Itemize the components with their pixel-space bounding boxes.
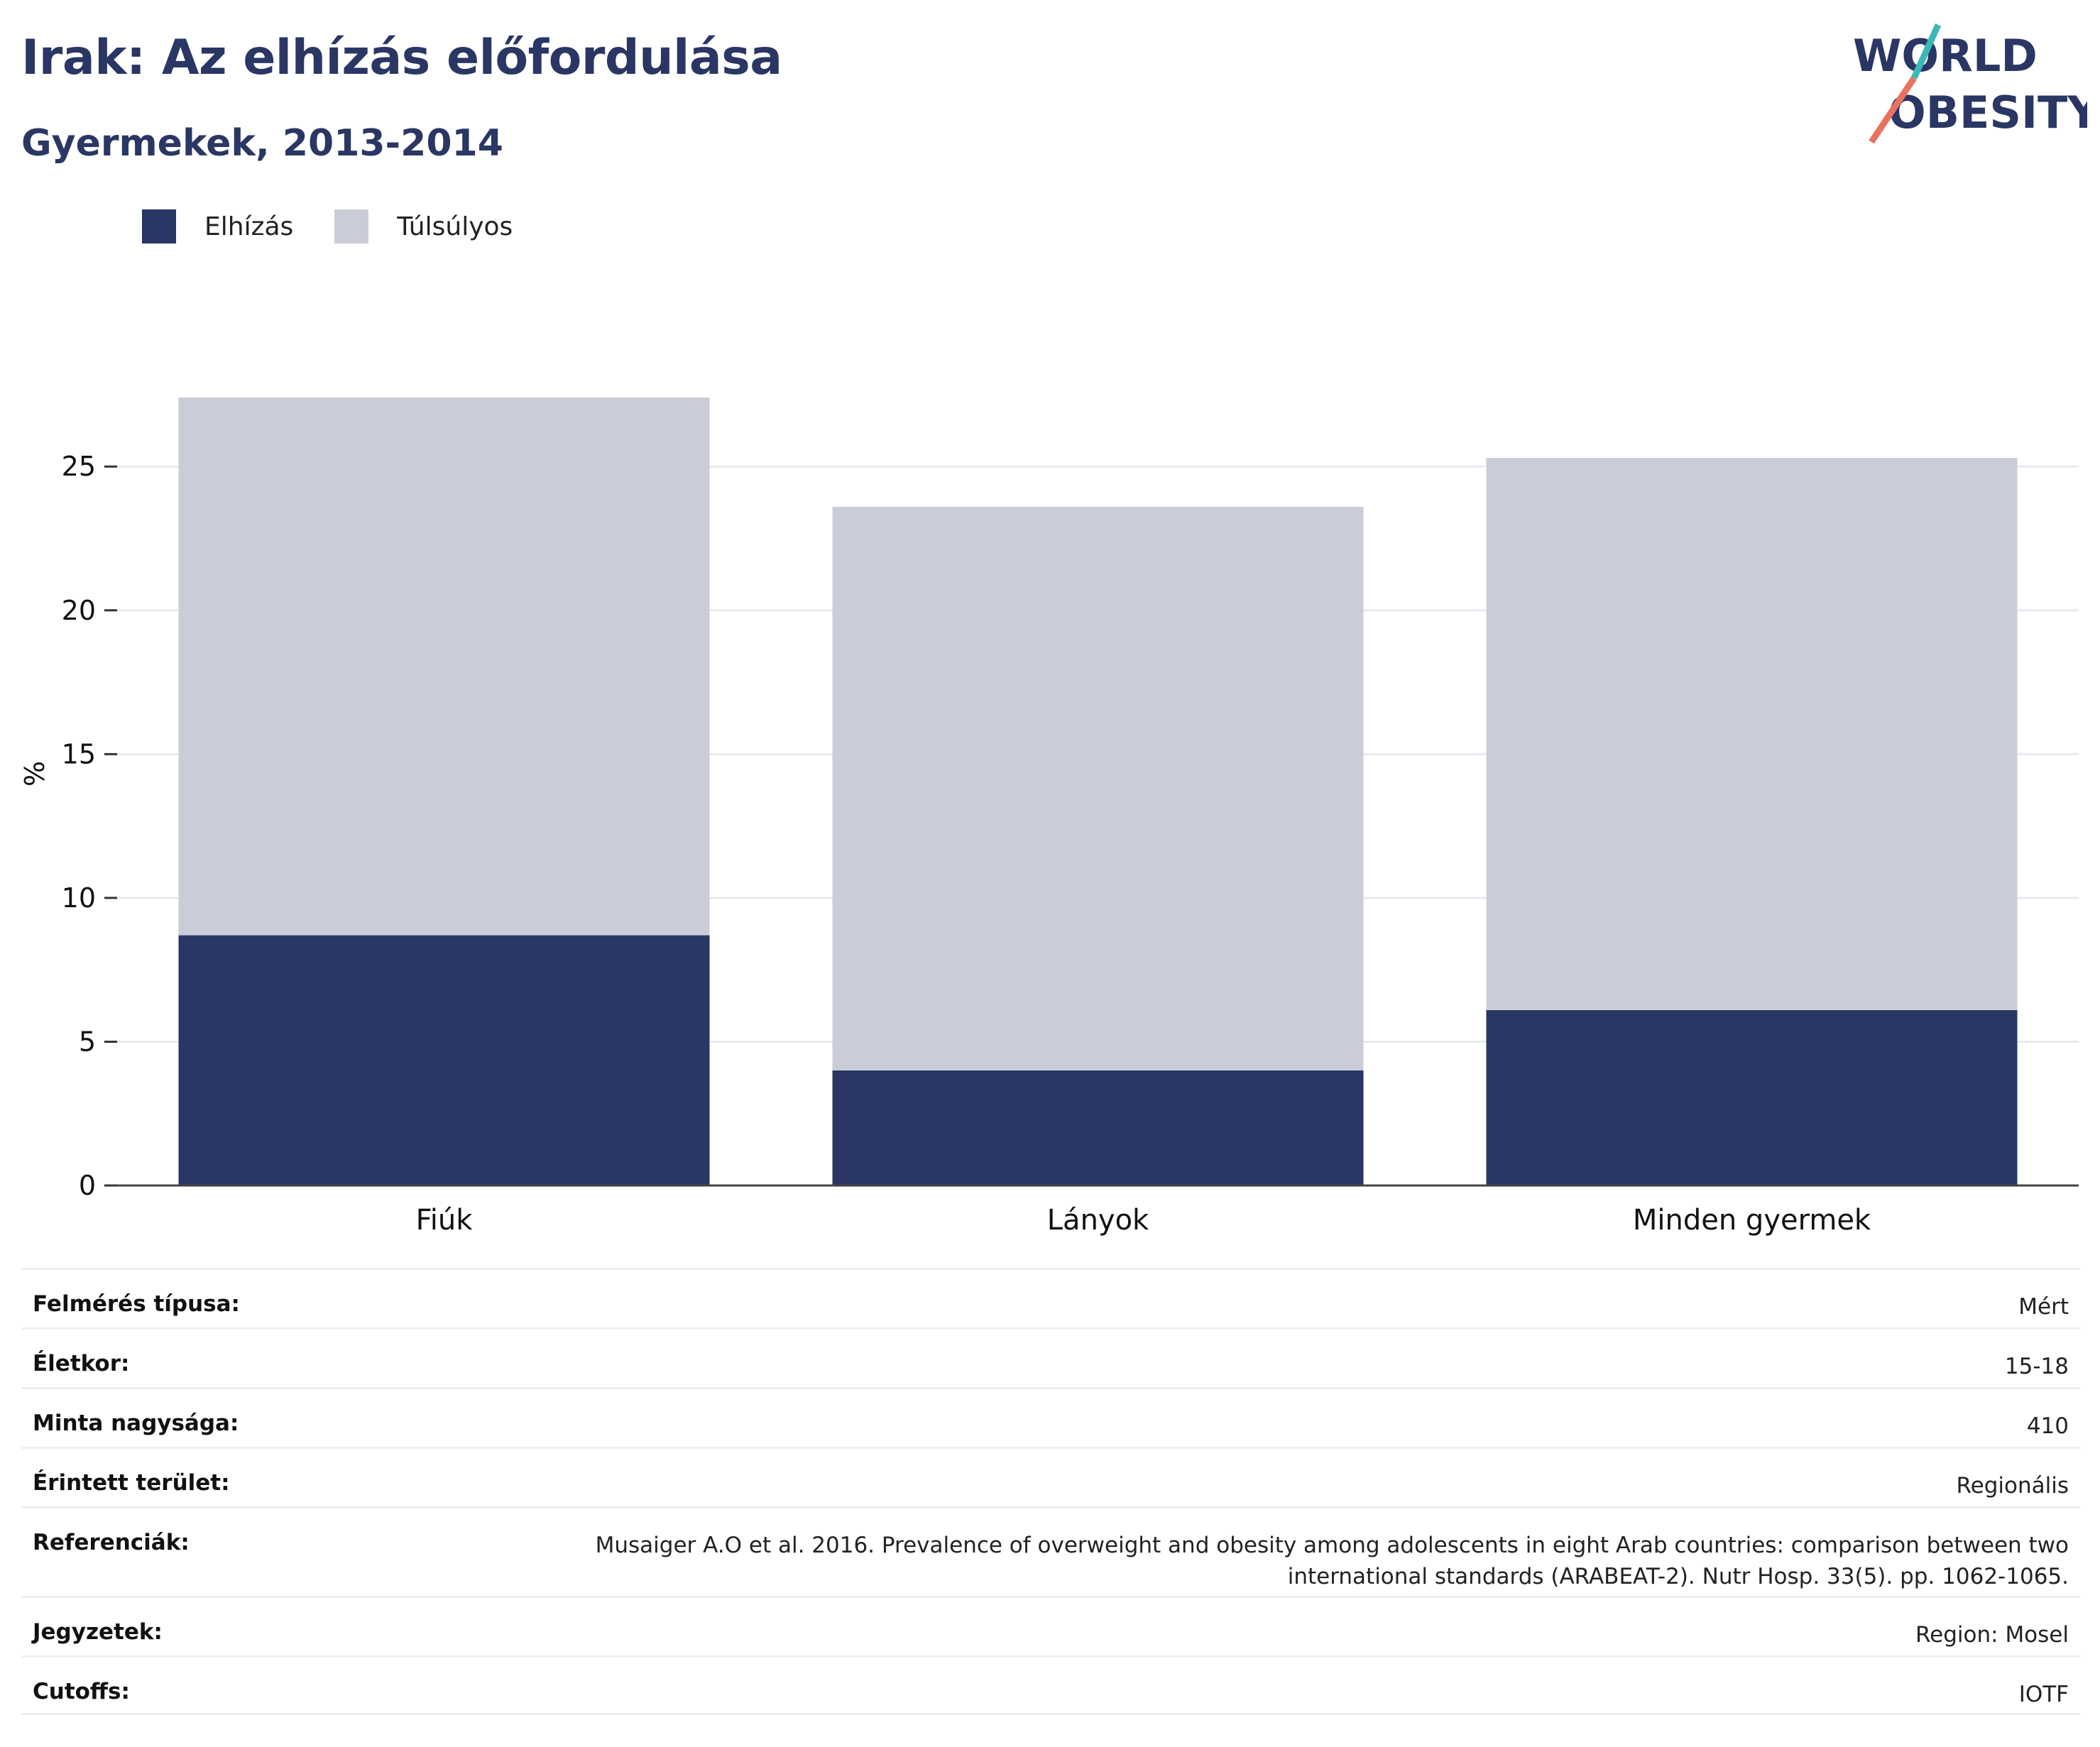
survey-info-table: Felmérés típusa: Mért Életkor: 15-18 Minta n… bbox=[21, 1268, 2080, 1715]
info-value: Mért bbox=[2018, 1294, 2069, 1320]
info-value: Musaiger A.O et al. 2016. Prevalence of … bbox=[595, 1533, 2069, 1589]
legend: Elhízás Túlsúlyos bbox=[142, 209, 554, 243]
logo-word-2: OBESITY bbox=[1888, 87, 2087, 138]
info-value: Regionális bbox=[1956, 1473, 2069, 1499]
info-value: 410 bbox=[2026, 1413, 2069, 1439]
bar-segment-obesity[interactable] bbox=[178, 935, 710, 1185]
info-row: Cutoffs: IOTF bbox=[21, 1655, 2080, 1715]
y-tick-label: 15 bbox=[62, 738, 96, 770]
x-tick-label: Lányok bbox=[1047, 1204, 1149, 1237]
info-value: IOTF bbox=[2018, 1682, 2069, 1707]
info-key: Minta nagysága: bbox=[33, 1411, 239, 1436]
legend-label-overweight: Túlsúlyos bbox=[397, 212, 513, 241]
stacked-bar-chart: 0 5 10 15 20 25 Fiúk Lányok Minden gyermek % bbox=[19, 398, 2079, 1237]
x-tick-label: Fiúk bbox=[416, 1204, 474, 1237]
legend-swatch-overweight bbox=[334, 209, 369, 243]
info-row: Minta nagysága: 410 bbox=[21, 1387, 2080, 1447]
y-tick-label: 0 bbox=[79, 1170, 96, 1201]
info-key: Felmérés típusa: bbox=[33, 1291, 240, 1317]
info-row: Felmérés típusa: Mért bbox=[21, 1268, 2080, 1327]
bar-segment-overweight[interactable] bbox=[178, 398, 710, 936]
info-key: Referenciák: bbox=[33, 1530, 190, 1555]
info-row: Érintett terület: Regionális bbox=[21, 1447, 2080, 1506]
logo-slash-teal-icon bbox=[1910, 23, 1942, 80]
y-axis-label: % bbox=[19, 761, 50, 787]
bar-segment-overweight[interactable] bbox=[832, 506, 1364, 1070]
info-key: Jegyzetek: bbox=[33, 1619, 163, 1645]
y-tick-label: 10 bbox=[62, 882, 96, 914]
bar-segment-overweight[interactable] bbox=[1486, 458, 2018, 1010]
x-tick-label: Minden gyermek bbox=[1633, 1204, 1871, 1237]
info-key: Cutoffs: bbox=[33, 1679, 130, 1704]
info-key: Érintett terület: bbox=[33, 1470, 230, 1496]
y-tick-label: 5 bbox=[79, 1026, 96, 1057]
legend-item-obesity[interactable]: Elhízás bbox=[142, 209, 293, 243]
info-row: Életkor: 15-18 bbox=[21, 1327, 2080, 1387]
info-value: Region: Mosel bbox=[1915, 1622, 2069, 1648]
world-obesity-logo: WORLD OBESITY bbox=[1853, 23, 2087, 144]
page-subtitle: Gyermekek, 2013-2014 bbox=[21, 122, 503, 165]
bar-segment-obesity[interactable] bbox=[832, 1070, 1364, 1185]
bar-segment-obesity[interactable] bbox=[1486, 1009, 2018, 1185]
page-title: Irak: Az elhízás előfordulása bbox=[21, 30, 782, 86]
logo-word-1: WORLD bbox=[1853, 30, 2038, 82]
legend-item-overweight[interactable]: Túlsúlyos bbox=[334, 209, 513, 243]
info-row: Referenciák: Musaiger A.O et al. 2016. Pr… bbox=[21, 1506, 2080, 1596]
y-tick-label: 25 bbox=[62, 451, 96, 482]
legend-swatch-obesity bbox=[142, 209, 176, 243]
info-value: 15-18 bbox=[2004, 1354, 2069, 1379]
info-key: Életkor: bbox=[33, 1351, 130, 1376]
logo-slash-coral-icon bbox=[1869, 76, 1917, 144]
info-row: Jegyzetek: Region: Mosel bbox=[21, 1596, 2080, 1655]
legend-label-obesity: Elhízás bbox=[204, 212, 294, 241]
y-tick-label: 20 bbox=[62, 595, 96, 626]
